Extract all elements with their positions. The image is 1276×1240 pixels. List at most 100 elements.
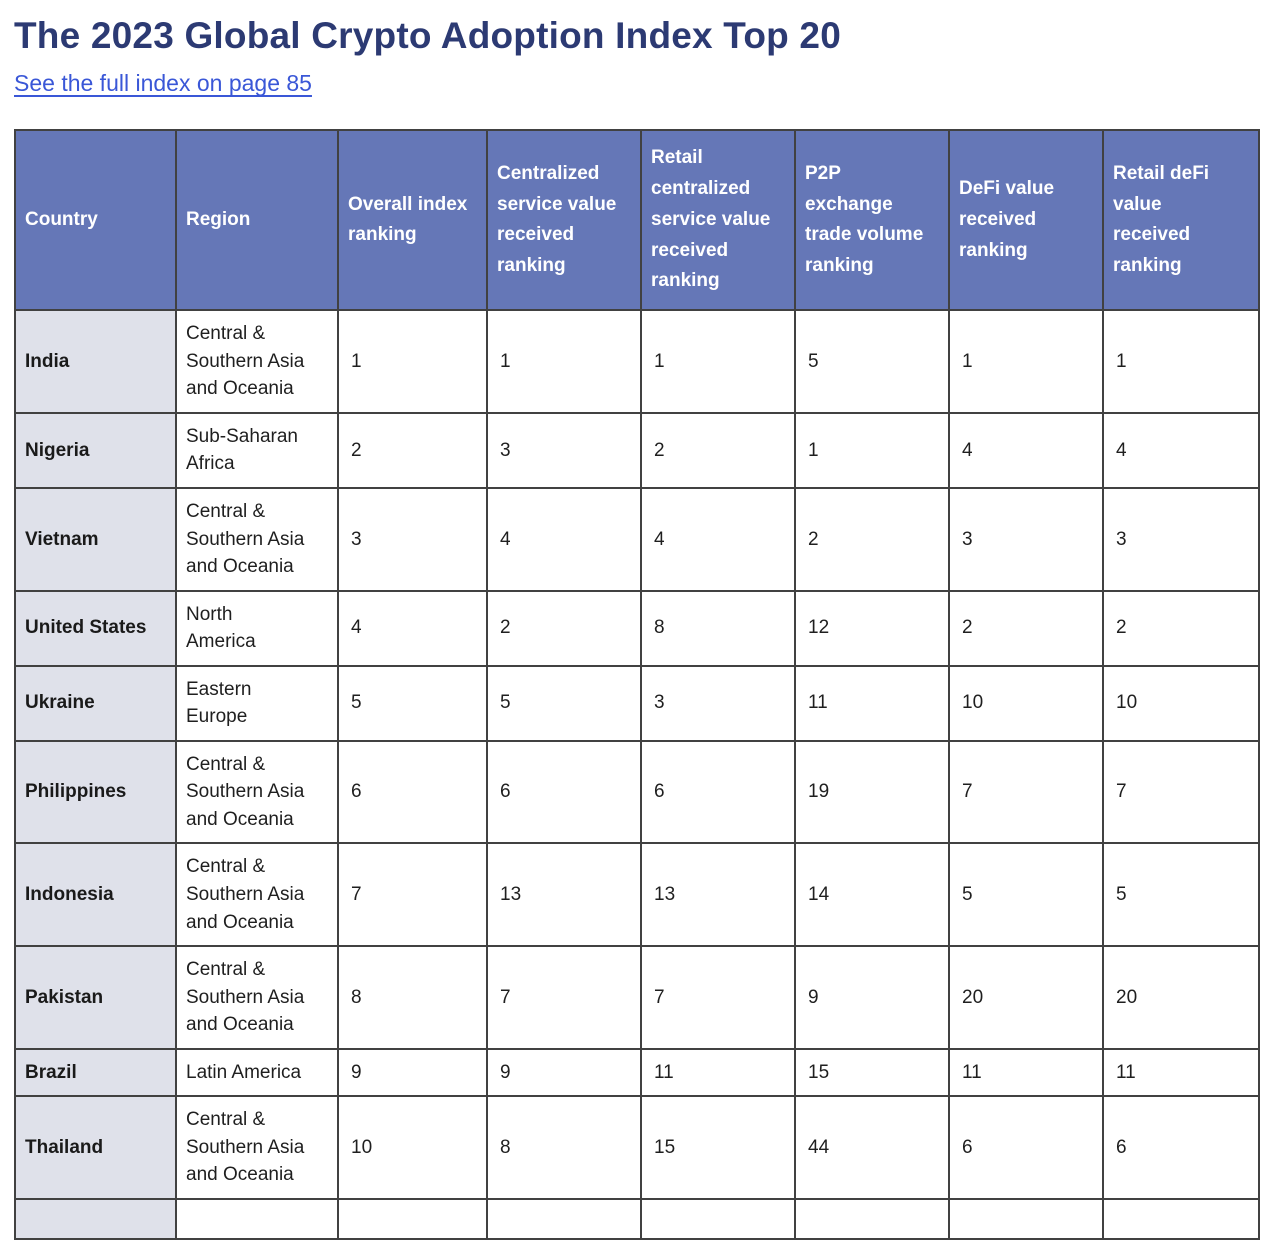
ranking-cell: 6: [337, 739, 488, 845]
empty-cell: [486, 1197, 642, 1240]
crypto-adoption-table: Country Region Overall index ranking Centra…: [14, 129, 1260, 1240]
ranking-cell: 1: [640, 309, 796, 414]
ranking-cell: 1: [794, 411, 950, 489]
ranking-cell: 6: [486, 739, 642, 845]
table-row: Vietnam Central & Southern Asia and Ocean…: [14, 486, 1260, 592]
column-header: Region: [175, 129, 339, 312]
ranking-cell: 15: [794, 1047, 950, 1098]
ranking-cell: 6: [640, 739, 796, 845]
country-cell: India: [14, 309, 177, 414]
region-cell: Central & Southern Asia and Oceania: [175, 486, 339, 592]
ranking-cell: 3: [337, 486, 488, 592]
empty-cell: [948, 1197, 1104, 1240]
ranking-cell: 8: [337, 945, 488, 1050]
ranking-cell: 3: [1102, 486, 1260, 592]
country-cell: United States: [14, 589, 177, 667]
page-title: The 2023 Global Crypto Adoption Index To…: [14, 15, 841, 56]
empty-cell: [794, 1197, 950, 1240]
ranking-cell: 2: [1102, 589, 1260, 667]
table-row: United States North America 4 2 8 12 2 2: [14, 589, 1260, 667]
ranking-cell: 1: [948, 309, 1104, 414]
ranking-cell: 7: [948, 739, 1104, 845]
table-row-partial: [14, 1197, 1260, 1240]
ranking-cell: 20: [948, 945, 1104, 1050]
full-index-link[interactable]: See the full index on page 85: [14, 70, 312, 97]
region-cell: Sub-Saharan Africa: [175, 411, 339, 489]
ranking-cell: 10: [948, 664, 1104, 742]
region-cell: North America: [175, 589, 339, 667]
ranking-cell: 1: [1102, 309, 1260, 414]
country-cell: Vietnam: [14, 486, 177, 592]
table-row: India Central & Southern Asia and Oceania…: [14, 309, 1260, 414]
table-body: India Central & Southern Asia and Oceania…: [14, 309, 1260, 1240]
ranking-cell: 4: [1102, 411, 1260, 489]
ranking-cell: 4: [337, 589, 488, 667]
column-header: Centralized service value received ranki…: [486, 129, 642, 312]
country-cell: Nigeria: [14, 411, 177, 489]
empty-cell: [14, 1197, 177, 1240]
region-cell: Central & Southern Asia and Oceania: [175, 1095, 339, 1200]
ranking-cell: 1: [337, 309, 488, 414]
ranking-cell: 10: [337, 1095, 488, 1200]
ranking-cell: 2: [337, 411, 488, 489]
ranking-cell: 7: [486, 945, 642, 1050]
empty-cell: [175, 1197, 339, 1240]
ranking-cell: 9: [794, 945, 950, 1050]
table-row: Thailand Central & Southern Asia and Ocea…: [14, 1095, 1260, 1200]
ranking-cell: 7: [337, 842, 488, 948]
ranking-cell: 15: [640, 1095, 796, 1200]
ranking-cell: 5: [1102, 842, 1260, 948]
ranking-cell: 13: [486, 842, 642, 948]
country-cell: Ukraine: [14, 664, 177, 742]
ranking-cell: 14: [794, 842, 950, 948]
ranking-cell: 8: [640, 589, 796, 667]
ranking-cell: 11: [794, 664, 950, 742]
ranking-cell: 12: [794, 589, 950, 667]
ranking-cell: 9: [337, 1047, 488, 1098]
ranking-cell: 11: [640, 1047, 796, 1098]
country-cell: Pakistan: [14, 945, 177, 1050]
region-cell: Central & Southern Asia and Oceania: [175, 309, 339, 414]
column-header: Retail centralized service value receive…: [640, 129, 796, 312]
ranking-cell: 20: [1102, 945, 1260, 1050]
ranking-cell: 7: [1102, 739, 1260, 845]
ranking-cell: 8: [486, 1095, 642, 1200]
country-cell: Brazil: [14, 1047, 177, 1098]
ranking-cell: 3: [640, 664, 796, 742]
region-cell: Eastern Europe: [175, 664, 339, 742]
ranking-cell: 13: [640, 842, 796, 948]
region-cell: Central & Southern Asia and Oceania: [175, 842, 339, 948]
ranking-cell: 4: [640, 486, 796, 592]
ranking-cell: 5: [948, 842, 1104, 948]
ranking-cell: 7: [640, 945, 796, 1050]
header-row: Country Region Overall index ranking Centra…: [14, 129, 1260, 312]
column-header: Retail deFi value received ranking: [1102, 129, 1260, 312]
table-row: Brazil Latin America 9 9 11 15 11 11: [14, 1047, 1260, 1098]
ranking-cell: 44: [794, 1095, 950, 1200]
country-cell: Philippines: [14, 739, 177, 845]
table-row: Indonesia Central & Southern Asia and Oce…: [14, 842, 1260, 948]
ranking-cell: 2: [948, 589, 1104, 667]
ranking-cell: 11: [948, 1047, 1104, 1098]
ranking-cell: 5: [794, 309, 950, 414]
ranking-cell: 2: [640, 411, 796, 489]
ranking-cell: 1: [486, 309, 642, 414]
ranking-cell: 2: [486, 589, 642, 667]
empty-cell: [1102, 1197, 1260, 1240]
ranking-cell: 3: [948, 486, 1104, 592]
table-row: Ukraine Eastern Europe 5 5 3 11 10 10: [14, 664, 1260, 742]
region-cell: Central & Southern Asia and Oceania: [175, 945, 339, 1050]
ranking-cell: 9: [486, 1047, 642, 1098]
table-row: Pakistan Central & Southern Asia and Ocea…: [14, 945, 1260, 1050]
region-cell: Central & Southern Asia and Oceania: [175, 739, 339, 845]
ranking-cell: 19: [794, 739, 950, 845]
country-cell: Thailand: [14, 1095, 177, 1200]
column-header: Country: [14, 129, 177, 312]
table-row: Nigeria Sub-Saharan Africa 2 3 2 1 4 4: [14, 411, 1260, 489]
ranking-cell: 3: [486, 411, 642, 489]
ranking-cell: 6: [1102, 1095, 1260, 1200]
ranking-cell: 5: [337, 664, 488, 742]
empty-cell: [640, 1197, 796, 1240]
region-cell: Latin America: [175, 1047, 339, 1098]
